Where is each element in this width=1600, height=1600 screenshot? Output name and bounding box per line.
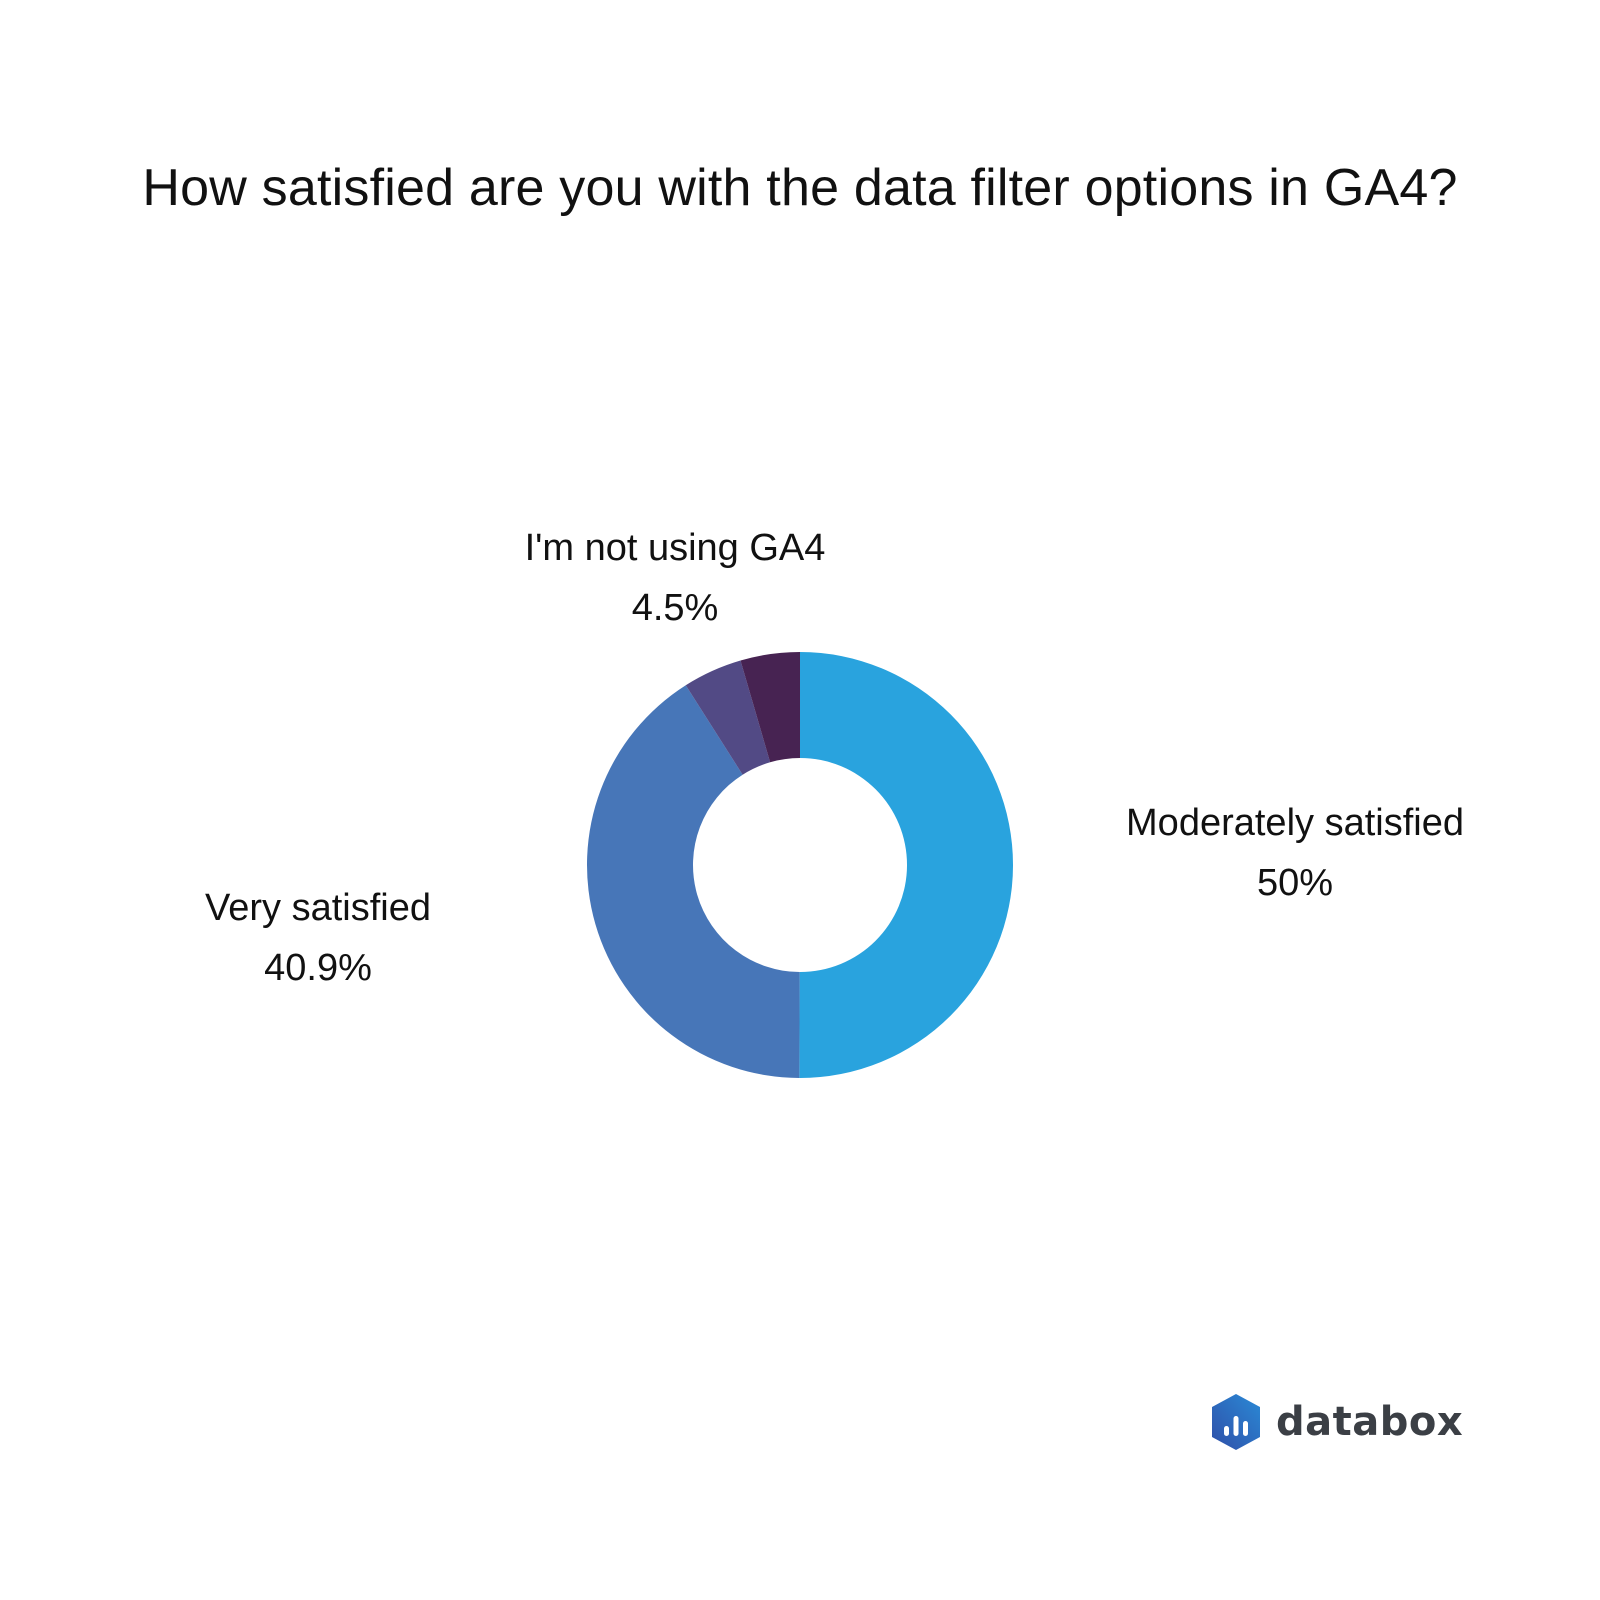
slice-label-value-1: 40.9%: [264, 947, 372, 989]
databox-logo: databox: [1208, 1390, 1463, 1454]
slice-label-name-1: Very satisfied: [205, 887, 431, 929]
slice-label-value-3: 4.5%: [632, 587, 719, 629]
donut-slice-2: [685, 660, 771, 775]
slice-labels: Moderately satisfied 50% Very satisfied 40.…: [205, 527, 1464, 989]
donut-slice-1: [587, 685, 800, 1078]
chart-title: How satisfied are you with the data filt…: [142, 159, 1458, 217]
donut-slice-0: [799, 652, 1014, 1078]
slice-label-value-0: 50%: [1257, 862, 1333, 904]
slice-label-name-0: Moderately satisfied: [1126, 802, 1464, 844]
slice-label-name-3: I'm not using GA4: [525, 527, 826, 569]
databox-logo-icon: [1212, 1394, 1260, 1450]
donut-slices: [587, 652, 1014, 1078]
brand-name: databox: [1276, 1399, 1464, 1445]
donut-slice-3: [740, 652, 800, 763]
